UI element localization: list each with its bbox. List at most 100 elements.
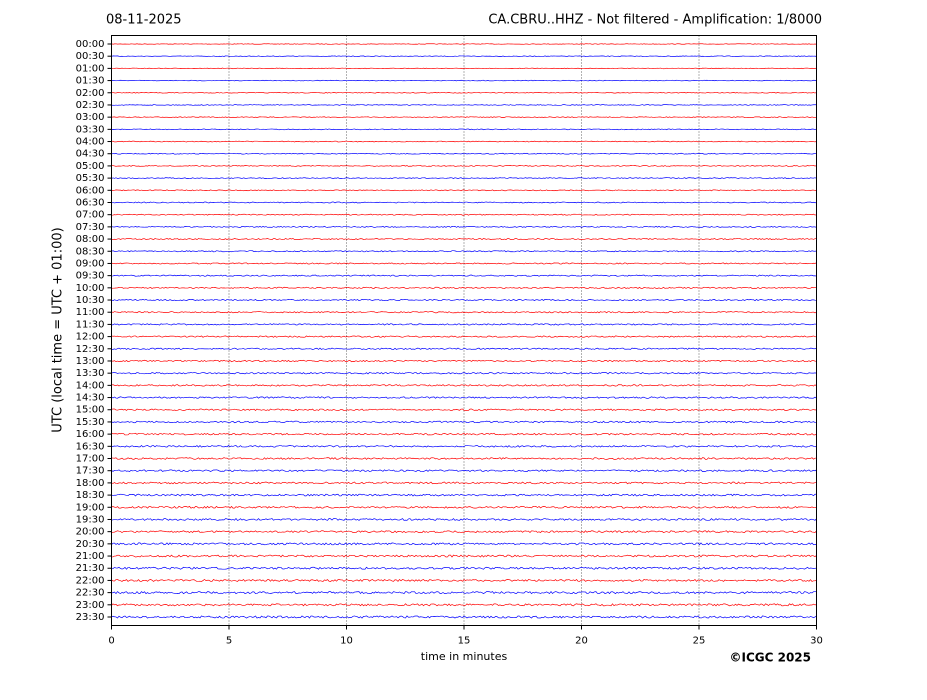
y-tick-label: 16:30 [76,441,105,452]
trace [111,578,817,582]
y-tick-label: 10:00 [76,283,105,294]
y-tick-label: 18:00 [76,478,105,489]
y-tick-label: 09:30 [76,271,105,282]
trace [111,250,817,253]
trace [111,432,817,436]
trace [111,238,817,241]
trace [111,92,817,94]
y-tick-label: 21:30 [76,563,105,574]
trace [111,457,817,460]
trace [111,67,817,70]
y-tick-label: 13:30 [76,368,105,379]
trace [111,530,817,534]
trace [111,323,817,326]
y-tick-label: 20:00 [76,527,105,538]
y-tick-label: 09:00 [76,258,105,269]
trace [111,177,817,180]
y-tick-label: 08:00 [76,234,105,245]
trace [111,566,817,570]
y-axis-label: UTC (local time = UTC + 01:00) [51,227,66,432]
y-tick-label: 15:00 [76,405,105,416]
trace [111,591,817,595]
y-tick-label: 23:00 [76,600,105,611]
trace [111,55,817,57]
y-tick-label: 01:00 [76,63,105,74]
trace [111,542,817,546]
trace [111,359,817,363]
y-tick-label: 18:30 [76,490,105,501]
trace [111,347,817,350]
trace [111,469,817,473]
trace [111,286,817,289]
y-tick-label: 01:30 [76,76,105,87]
y-tick-label: 05:30 [76,173,105,184]
trace [111,615,817,619]
y-tick-label: 11:30 [76,319,105,330]
y-tick-label: 06:30 [76,197,105,208]
trace [111,408,817,411]
plot-area [111,35,817,626]
trace [111,554,817,558]
y-tick-label: 10:30 [76,295,105,306]
trace [111,505,817,509]
y-tick-label: 07:30 [76,222,105,233]
trace [111,116,817,118]
chart-title: CA.CBRU..HHZ - Not filtered - Amplificat… [488,13,822,28]
x-tick-label: 30 [810,636,823,647]
x-tick-label: 10 [340,636,353,647]
y-tick-label: 00:30 [76,51,105,62]
y-tick-label: 16:00 [76,429,105,440]
trace [111,493,817,497]
trace [111,311,817,314]
trace [111,603,817,607]
y-tick-label: 04:30 [76,149,105,160]
trace [111,298,817,302]
trace [111,165,817,167]
trace [111,420,817,424]
trace [111,213,817,216]
y-tick-label: 08:30 [76,246,105,257]
y-tick-label: 12:00 [76,332,105,343]
y-tick-label: 03:00 [76,112,105,123]
y-tick-label: 02:00 [76,88,105,99]
trace [111,262,817,265]
x-axis-label: time in minutes [421,650,508,663]
y-tick-label: 06:00 [76,185,105,196]
y-tick-label: 02:30 [76,100,105,111]
y-tick-label: 19:30 [76,514,105,525]
trace [111,128,817,131]
trace [111,372,817,375]
trace [111,104,817,106]
y-tick-label: 03:30 [76,124,105,135]
y-tick-label: 14:00 [76,380,105,391]
y-tick-label: 23:30 [76,612,105,623]
trace [111,152,817,155]
y-tick-label: 20:30 [76,539,105,550]
trace [111,335,817,338]
trace [111,396,817,399]
trace [111,79,817,82]
y-tick-label: 22:00 [76,575,105,586]
y-tick-label: 22:30 [76,588,105,599]
copyright: ©ICGC 2025 [729,651,811,665]
y-tick-label: 17:00 [76,454,105,465]
y-tick-label: 12:30 [76,344,105,355]
x-tick-label: 25 [693,636,706,647]
trace [111,481,817,485]
x-tick-label: 20 [575,636,588,647]
x-tick-label: 5 [226,636,232,647]
y-tick-label: 19:00 [76,502,105,513]
y-tick-label: 14:30 [76,393,105,404]
date: 08-11-2025 [106,13,182,28]
y-tick-label: 00:00 [76,39,105,50]
trace [111,444,817,448]
y-tick-label: 07:00 [76,210,105,221]
trace [111,518,817,521]
x-tick-label: 0 [108,636,114,647]
y-tick-label: 05:00 [76,161,105,172]
trace [111,274,817,277]
trace [111,225,817,228]
x-tick-label: 15 [458,636,471,647]
